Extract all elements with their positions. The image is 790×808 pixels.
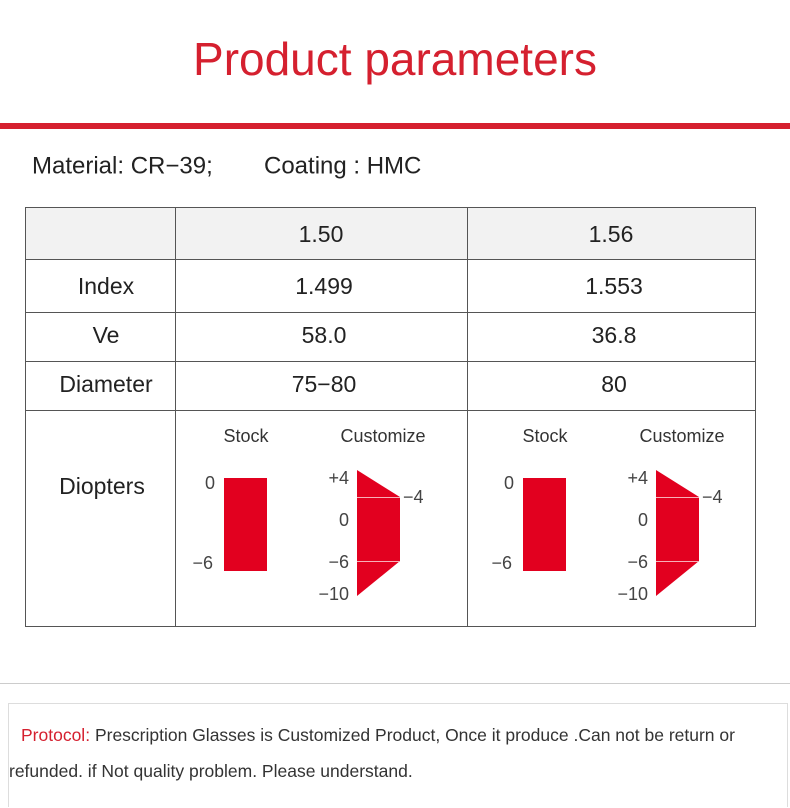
customize-label: −4	[403, 487, 424, 507]
customize-title: Customize	[340, 426, 425, 446]
row-label: Ve	[93, 322, 120, 348]
row-label: Diopters	[59, 473, 145, 499]
protocol-text: Prescription Glasses is Customized Produ…	[9, 725, 735, 781]
row-label: Index	[78, 273, 135, 299]
row-label: Diameter	[59, 371, 153, 397]
column-header: 1.50	[299, 221, 344, 247]
stock-title: Stock	[223, 426, 269, 446]
column-header: 1.56	[589, 221, 634, 247]
page-title: Product parameters	[193, 33, 597, 85]
cell: 75−80	[292, 371, 357, 397]
stock-label: −6	[491, 553, 512, 573]
material: Material: CR−39;	[32, 152, 213, 179]
stock-range	[224, 478, 267, 571]
table-grid	[25, 207, 756, 627]
stock-range	[523, 478, 566, 571]
customize-title: Customize	[639, 426, 724, 446]
title-rule	[0, 123, 790, 129]
stock-label: 0	[205, 473, 215, 493]
customize-label: −6	[328, 552, 349, 572]
protocol-label: Protocol:	[21, 725, 91, 745]
coating: Coating : HMC	[264, 152, 421, 179]
customize-label: −10	[318, 584, 349, 604]
cell: 1.499	[295, 273, 353, 299]
stock-title: Stock	[522, 426, 568, 446]
customize-label: −10	[617, 584, 648, 604]
table-cells: 1.50 1.56 Index 1.499 1.553 Ve 58.0 36.8 Diamete…	[59, 221, 724, 604]
cell: 1.553	[585, 273, 643, 299]
page-graphic: Product parameters Material: CR−39; Coat…	[0, 33, 790, 684]
stock-label: 0	[504, 473, 514, 493]
cell: 58.0	[302, 322, 347, 348]
stock-label: −6	[192, 553, 213, 573]
customize-range	[656, 470, 699, 596]
customize-label: +4	[627, 468, 648, 488]
protocol: Protocol: Prescription Glasses is Custom…	[8, 703, 788, 807]
header-row	[25, 207, 756, 260]
customize-label: 0	[638, 510, 648, 530]
cell: 36.8	[592, 322, 637, 348]
cell: 80	[601, 371, 627, 397]
customize-label: +4	[328, 468, 349, 488]
customize-label: −4	[702, 487, 723, 507]
customize-range	[357, 470, 400, 596]
customize-label: −6	[627, 552, 648, 572]
customize-label: 0	[339, 510, 349, 530]
